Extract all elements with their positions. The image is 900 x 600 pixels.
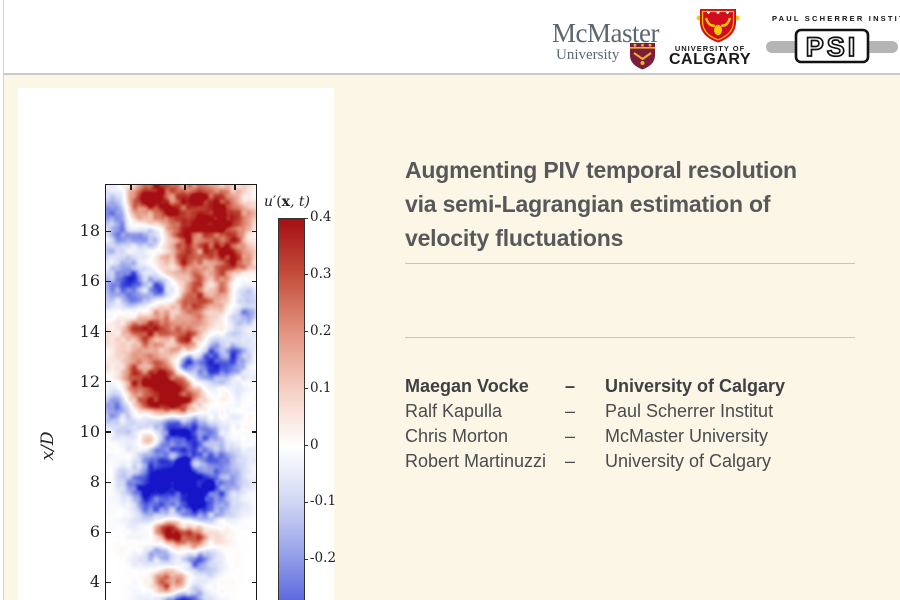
y-tick-mark bbox=[106, 581, 111, 583]
y-tick-mark bbox=[106, 431, 111, 433]
author-name: Ralf Kapulla bbox=[405, 401, 503, 421]
colorbar-tick-mark bbox=[304, 445, 308, 446]
header-bar: McMaster University UNIVERSITY OF CALGAR… bbox=[0, 0, 900, 75]
colorbar-tick-mark bbox=[304, 501, 308, 503]
x-tick-mark-top bbox=[184, 185, 186, 190]
y-tick-mark bbox=[106, 230, 111, 233]
colorbar-tick-label: 0.3 bbox=[310, 265, 332, 282]
mcmaster-crest-icon bbox=[630, 43, 655, 70]
colorbar-tick-label: -0.1 bbox=[310, 493, 337, 510]
author-affiliation: University of Calgary bbox=[605, 376, 786, 396]
heatmap-axes bbox=[105, 184, 257, 600]
y-tick-mark-right bbox=[252, 431, 256, 433]
calgary-logo-subtext: CALGARY bbox=[668, 51, 751, 68]
author-affiliation: McMaster University bbox=[605, 426, 769, 446]
y-tick-label: 8 bbox=[89, 472, 100, 491]
author-affiliation: Paul Scherrer Institut bbox=[605, 401, 774, 421]
author-separator: – bbox=[565, 426, 576, 446]
author-affiliation: University of Calgary bbox=[605, 451, 772, 471]
author-separator: – bbox=[565, 401, 576, 421]
y-tick-label: 6 bbox=[89, 522, 100, 542]
colorbar-tick-label: 0 bbox=[310, 436, 319, 453]
colorbar bbox=[278, 218, 305, 600]
calgary-logo-text: UNIVERSITY OF bbox=[674, 44, 746, 53]
colorbar-tick-label: 0.4 bbox=[310, 209, 332, 225]
colorbar-label: u′(x, t) bbox=[264, 194, 311, 210]
author-row: Chris Morton – McMaster University bbox=[405, 424, 875, 449]
author-row: Robert Martinuzzi – University of Calgary bbox=[405, 449, 875, 474]
author-name: Robert Martinuzzi bbox=[405, 451, 547, 471]
psi-wordmark-icon: PSI bbox=[766, 28, 898, 64]
colorbar-tick-mark bbox=[304, 558, 308, 560]
y-tick-mark-right bbox=[252, 230, 256, 233]
x-tick-mark-top bbox=[234, 185, 236, 190]
y-tick-label: 12 bbox=[79, 371, 100, 391]
y-tick-label: 10 bbox=[79, 421, 100, 441]
slide-title: Augmenting PIV temporal resolution via se… bbox=[405, 157, 797, 251]
author-name: Maegan Vocke bbox=[405, 376, 529, 396]
y-tick-label: 14 bbox=[79, 321, 100, 341]
colorbar-tick-mark bbox=[304, 274, 308, 276]
y-tick-mark-right bbox=[252, 381, 256, 383]
colorbar-tick-mark bbox=[304, 331, 308, 333]
x-tick-mark-top bbox=[130, 185, 132, 190]
psi-logo-text: PAUL SCHERRER INSTITUT bbox=[772, 14, 900, 23]
author-separator: – bbox=[565, 376, 576, 396]
author-name: Chris Morton bbox=[405, 426, 509, 446]
y-tick-mark-right bbox=[252, 280, 256, 283]
author-separator: – bbox=[565, 451, 576, 471]
colorbar-tick-label: 0.1 bbox=[310, 379, 332, 396]
y-tick-label: 4 bbox=[89, 572, 100, 592]
colorbar-tick-label: 0.2 bbox=[310, 322, 332, 339]
y-tick-mark bbox=[106, 331, 111, 333]
author-list: Maegan Vocke – University of Calgary Ralf K… bbox=[405, 374, 875, 474]
y-tick-mark bbox=[106, 531, 111, 533]
section-divider-line bbox=[405, 337, 855, 338]
colorbar-tick-mark bbox=[304, 388, 308, 390]
window-left-edge bbox=[0, 0, 4, 600]
author-row: Maegan Vocke – University of Calgary bbox=[405, 374, 875, 399]
y-tick-mark-right bbox=[252, 531, 256, 533]
y-tick-label: 18 bbox=[79, 221, 100, 241]
colorbar-tick-mark bbox=[304, 217, 308, 219]
y-tick-label: 16 bbox=[79, 271, 100, 291]
velocity-field-heatmap bbox=[106, 185, 256, 600]
y-tick-mark-right bbox=[252, 581, 256, 583]
y-tick-mark bbox=[106, 381, 111, 383]
mcmaster-logo-subtext: University bbox=[556, 47, 620, 63]
y-tick-mark bbox=[106, 280, 111, 283]
author-row: Ralf Kapulla – Paul Scherrer Institut bbox=[405, 399, 875, 424]
svg-text:PSI: PSI bbox=[806, 32, 859, 62]
y-tick-mark bbox=[106, 481, 111, 483]
y-tick-mark-right bbox=[252, 481, 256, 483]
colorbar-tick-label: -0.2 bbox=[310, 550, 337, 567]
calgary-shield-icon bbox=[696, 9, 740, 43]
title-underline bbox=[405, 263, 855, 264]
y-tick-mark-right bbox=[252, 331, 256, 333]
